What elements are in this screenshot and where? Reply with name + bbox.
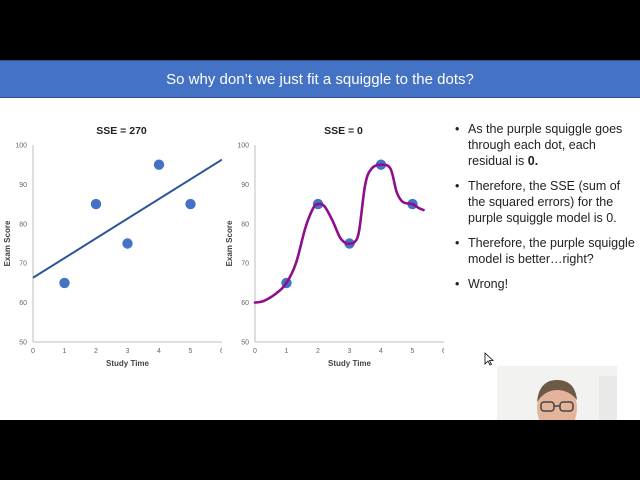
y-tick-label: 80: [241, 221, 249, 228]
bullet-text: As the purple squiggle goes through each…: [468, 122, 623, 168]
x-tick-label: 3: [126, 348, 130, 355]
x-axis-label: Study Time: [106, 359, 150, 368]
presenter-avatar: [497, 366, 617, 420]
squiggle-curve: [253, 163, 425, 304]
presenter-webcam: [497, 366, 617, 420]
slide: So why don’t we just fit a squiggle to t…: [0, 60, 640, 420]
x-tick-label: 1: [63, 348, 67, 355]
data-point: [122, 238, 133, 249]
fit-line: [32, 158, 222, 279]
x-tick-label: 2: [316, 348, 320, 355]
x-tick-label: 2: [94, 348, 98, 355]
bullet-item: • As the purple squiggle goes through eac…: [455, 121, 640, 169]
data-point: [185, 198, 196, 210]
bullet-dot: •: [455, 236, 460, 250]
x-tick-label: 6: [220, 348, 222, 355]
bullet-bold-text: 0.: [527, 154, 539, 168]
y-tick-label: 90: [19, 182, 27, 189]
bullet-dot: •: [455, 179, 460, 193]
y-tick-label: 100: [237, 143, 249, 150]
data-point: [153, 159, 165, 170]
slide-title: So why don’t we just fit a squiggle to t…: [0, 60, 640, 98]
bullet-dot: •: [455, 277, 460, 291]
x-tick-label: 4: [379, 348, 383, 355]
chart-sse-0: SSE = 0 50 60 70 80 90 100 0 1 2 3 4 5 6 Study Time Exa…: [225, 125, 444, 368]
y-tick-label: 80: [19, 221, 27, 228]
x-tick-label: 5: [411, 348, 415, 355]
bullet-list: • As the purple squiggle goes through eac…: [455, 121, 640, 301]
x-axis-label: Study Time: [328, 359, 372, 368]
x-tick-label: 1: [285, 348, 289, 355]
y-tick-label: 70: [241, 261, 249, 268]
chart-title: SSE = 0: [324, 125, 363, 137]
y-tick-label: 60: [241, 300, 249, 307]
x-tick-label: 3: [348, 348, 352, 355]
bullet-dot: •: [455, 122, 460, 136]
bullet-text: Therefore, the SSE (sum of the squared e…: [468, 179, 621, 225]
x-tick-label: 6: [442, 348, 444, 355]
y-tick-label: 100: [15, 143, 27, 150]
chart-title: SSE = 270: [96, 125, 147, 137]
data-point: [59, 277, 70, 289]
x-tick-label: 0: [253, 348, 257, 355]
data-point: [90, 198, 102, 210]
y-axis-label: Exam Score: [225, 220, 234, 266]
y-tick-label: 50: [19, 340, 27, 347]
y-tick-label: 50: [241, 340, 249, 347]
bullet-text: Therefore, the purple squiggle model is …: [468, 236, 635, 266]
bullet-text: Wrong!: [468, 277, 509, 291]
x-tick-label: 0: [31, 348, 35, 355]
y-tick-label: 70: [19, 261, 27, 268]
chart-sse-270: SSE = 270 50 60 70 80 90 100 0 1 2 3 4 5 6 Study Time E…: [3, 125, 222, 368]
y-tick-label: 60: [19, 300, 27, 307]
bullet-item: • Therefore, the SSE (sum of the squared …: [455, 178, 640, 226]
y-tick-label: 90: [241, 182, 249, 189]
y-axis-label: Exam Score: [3, 220, 12, 266]
bullet-item: • Therefore, the purple squiggle model is…: [455, 235, 640, 267]
bullet-item: • Wrong!: [455, 276, 640, 292]
mouse-cursor-icon: [484, 352, 494, 366]
x-tick-label: 4: [157, 348, 161, 355]
x-tick-label: 5: [189, 348, 193, 355]
